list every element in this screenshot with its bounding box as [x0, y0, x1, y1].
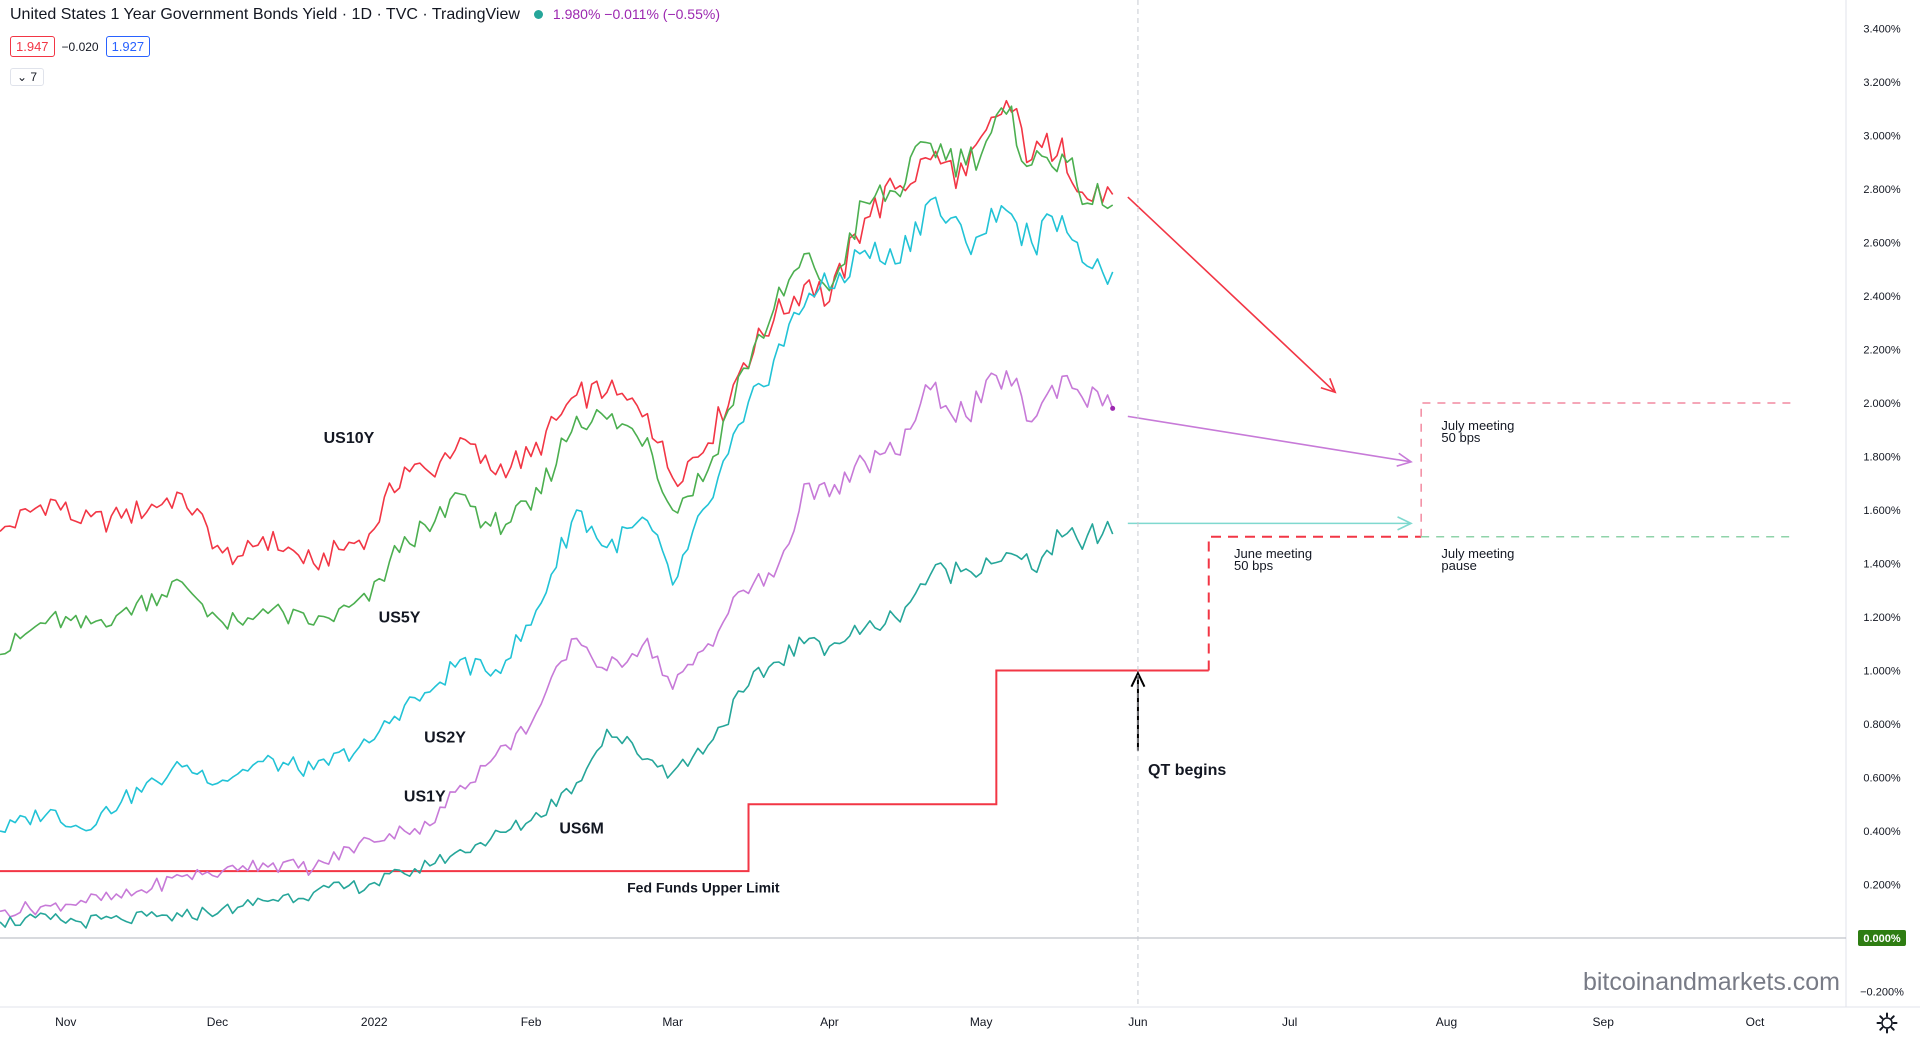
x-tick-label: Nov	[55, 1015, 76, 1029]
x-tick-label: Oct	[1746, 1015, 1765, 1029]
y-tick-label: 0.600%	[1863, 773, 1901, 785]
series-line-us6m[interactable]	[0, 520, 1114, 929]
x-tick-label: Jun	[1128, 1015, 1147, 1029]
y-tick-label: 3.000%	[1863, 131, 1901, 143]
ask-price[interactable]: 1.927	[105, 36, 151, 57]
y-tick-label: 0.000%	[1863, 933, 1901, 945]
july-hike-projection	[1420, 402, 1791, 537]
indicators-count: 7	[30, 70, 38, 84]
series-label-us6m: US6M	[559, 821, 603, 838]
y-tick-label: 2.400%	[1863, 291, 1901, 303]
market-status-dot	[533, 9, 543, 19]
gear-icon[interactable]	[1876, 1012, 1898, 1034]
y-tick-label: 3.200%	[1863, 77, 1901, 89]
y-tick-label: 2.000%	[1863, 398, 1901, 410]
annotation-june: June meeting 50 bps	[1234, 546, 1312, 573]
annotation-qt: QT begins	[1148, 762, 1226, 779]
y-tick-label: 2.200%	[1863, 345, 1901, 357]
y-tick-label: 3.400%	[1863, 24, 1901, 36]
y-tick-label: 1.600%	[1863, 505, 1901, 517]
y-tick-label: 1.800%	[1863, 452, 1901, 464]
chart-title: United States 1 Year Government Bonds Yi…	[10, 6, 520, 23]
x-tick-label: Apr	[820, 1015, 839, 1029]
arrow-2	[1127, 415, 1413, 467]
x-tick-label: Feb	[521, 1015, 542, 1029]
y-tick-label: 2.600%	[1863, 238, 1901, 250]
series-line-us1y[interactable]	[0, 370, 1114, 918]
y-tick-label: 1.000%	[1863, 666, 1901, 678]
last-value-marker	[1110, 405, 1116, 411]
series-label-us10y: US10Y	[324, 430, 375, 447]
series-label-us1y: US1Y	[404, 789, 446, 806]
spread-value: −0.020	[61, 39, 99, 54]
chevron-down-icon: ⌄	[17, 70, 28, 84]
bid-price[interactable]: 1.947	[10, 36, 55, 57]
zero-value-badge	[1858, 930, 1906, 946]
x-tick-label: Sep	[1593, 1015, 1615, 1029]
series-line-us10y[interactable]	[0, 99, 1114, 571]
y-tick-label: 0.400%	[1863, 826, 1901, 838]
series-label-us5y: US5Y	[379, 609, 421, 626]
x-tick-label: Mar	[662, 1015, 683, 1029]
arrow-1	[1127, 196, 1337, 394]
fed-funds-label: Fed Funds Upper Limit	[627, 880, 780, 896]
annotation-july: July meeting 50 bps	[1441, 418, 1514, 445]
chart-header: United States 1 Year Government Bonds Yi…	[10, 6, 720, 24]
x-tick-label: Aug	[1436, 1015, 1457, 1029]
series-line-us2y[interactable]	[0, 196, 1114, 834]
arrow-3	[1127, 516, 1413, 531]
x-tick-label: Dec	[207, 1015, 228, 1029]
fed-funds-line	[0, 669, 1209, 873]
watermark: bitcoinandmarkets.com	[1583, 968, 1840, 996]
annotation-pause: July meeting pause	[1441, 546, 1514, 573]
y-tick-label: 0.800%	[1863, 719, 1901, 731]
indicators-toggle[interactable]: ⌄ 7	[10, 68, 45, 86]
june-hike-projection	[1207, 535, 1422, 671]
series-line-us5y[interactable]	[0, 105, 1114, 656]
y-tick-label: −0.200%	[1860, 987, 1904, 999]
bid-ask-row: 1.947 −0.020 1.927	[10, 36, 151, 57]
y-tick-label: 0.200%	[1863, 880, 1901, 892]
y-tick-label: 2.800%	[1863, 184, 1901, 196]
x-tick-label: May	[970, 1015, 993, 1029]
x-tick-label: 2022	[361, 1015, 388, 1029]
price-change: 1.980% −0.011% (−0.55%)	[552, 6, 720, 22]
x-tick-label: Jul	[1282, 1015, 1297, 1029]
y-tick-label: 1.200%	[1863, 612, 1901, 624]
series-label-us2y: US2Y	[424, 730, 466, 747]
y-tick-label: 1.400%	[1863, 559, 1901, 571]
